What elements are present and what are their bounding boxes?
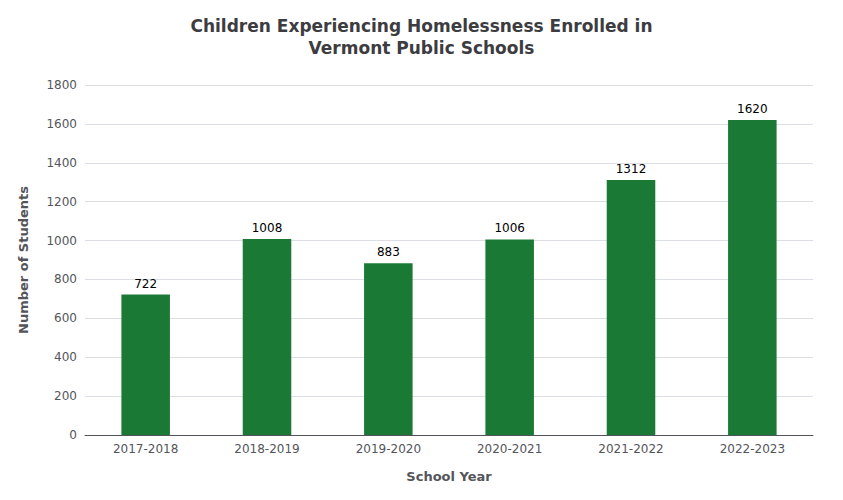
svg-text:722: 722 [134,277,157,291]
svg-text:1008: 1008 [252,221,283,235]
svg-text:600: 600 [54,311,77,325]
svg-text:1400: 1400 [46,156,77,170]
svg-text:800: 800 [54,272,77,286]
svg-text:883: 883 [377,245,400,259]
svg-text:1200: 1200 [46,195,77,209]
svg-text:School Year: School Year [406,469,492,484]
svg-text:1312: 1312 [616,162,647,176]
svg-text:Number of Students: Number of Students [16,186,31,334]
svg-text:1600: 1600 [46,117,77,131]
svg-text:1800: 1800 [46,78,77,92]
svg-text:0: 0 [69,428,77,442]
svg-text:Vermont Public Schools: Vermont Public Schools [309,38,535,58]
svg-text:400: 400 [54,350,77,364]
svg-text:2018-2019: 2018-2019 [234,442,299,456]
svg-text:2021-2022: 2021-2022 [598,442,663,456]
svg-text:1000: 1000 [46,234,77,248]
svg-text:2020-2021: 2020-2021 [477,442,542,456]
svg-text:2017-2018: 2017-2018 [113,442,178,456]
svg-text:Children Experiencing Homeless: Children Experiencing Homelessness Enrol… [190,16,652,36]
svg-text:1620: 1620 [737,102,768,116]
svg-text:2019-2020: 2019-2020 [356,442,421,456]
svg-text:2022-2023: 2022-2023 [720,442,785,456]
svg-text:200: 200 [54,389,77,403]
svg-text:1006: 1006 [494,221,525,235]
